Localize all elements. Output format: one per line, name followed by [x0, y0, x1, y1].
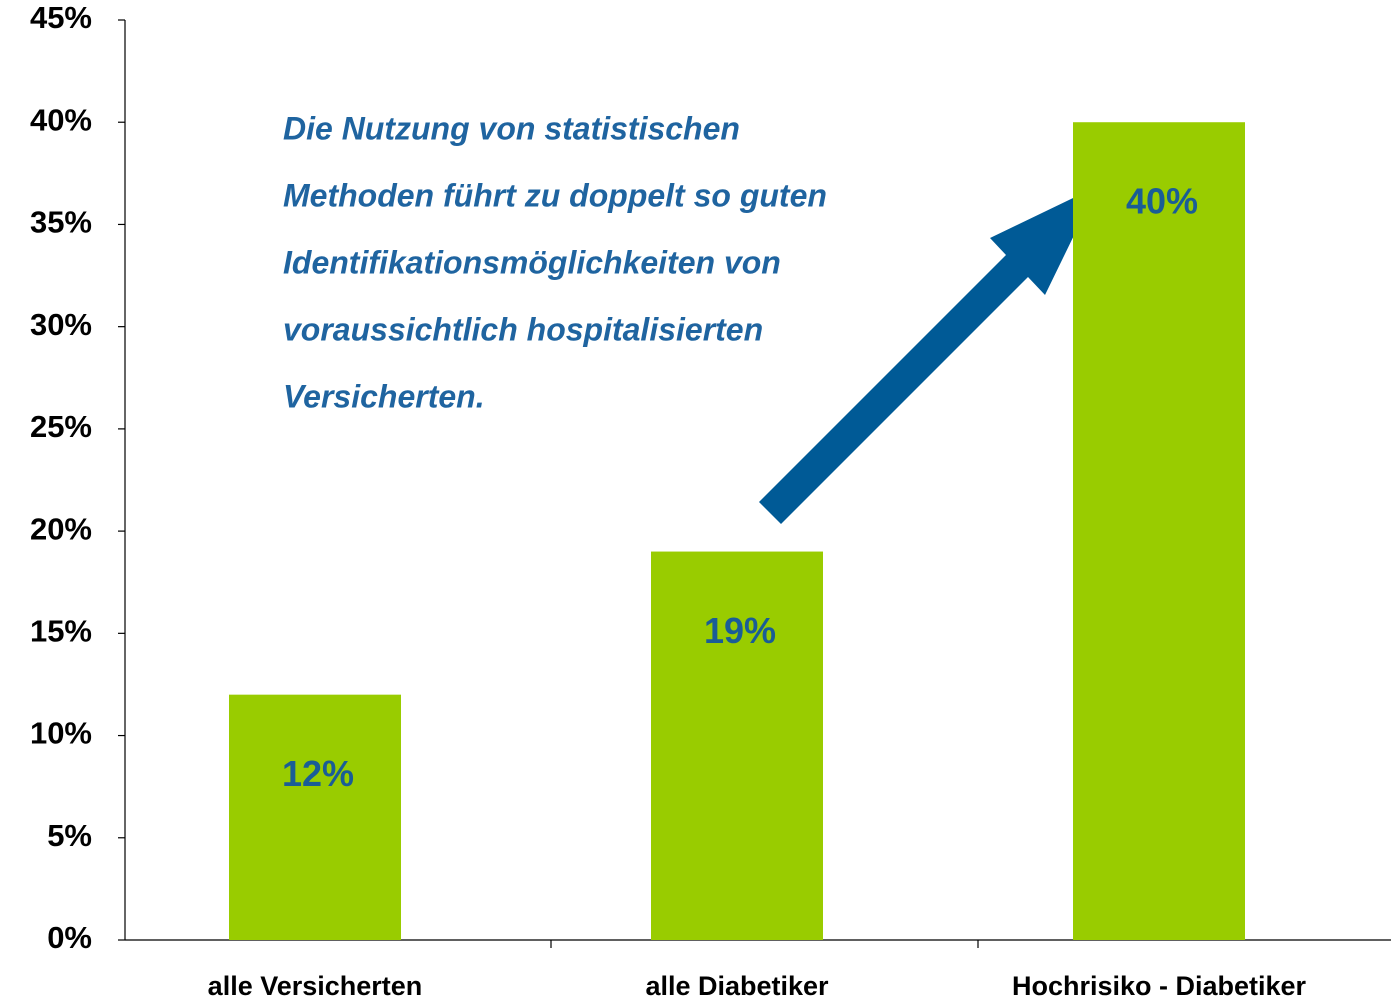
annotation: Die Nutzung von statistischen	[283, 110, 740, 146]
value-label: 40%	[1126, 181, 1198, 222]
y-tick-label: 20%	[30, 511, 92, 546]
annotation: voraussichtlich hospitalisierten	[283, 311, 763, 347]
y-tick-label: 0%	[47, 920, 92, 955]
y-tick-label: 10%	[30, 716, 92, 751]
y-tick-label: 40%	[30, 102, 92, 137]
y-tick-label: 5%	[47, 818, 92, 853]
arrow	[759, 186, 1098, 524]
x-tick-label: Hochrisiko - Diabetiker	[1012, 971, 1307, 1001]
bar	[1073, 122, 1245, 940]
y-tick-label: 30%	[30, 307, 92, 342]
y-tick-label: 15%	[30, 614, 92, 649]
bar	[651, 551, 823, 940]
annotation: Methoden führt zu doppelt so guten	[283, 177, 827, 213]
x-tick-label: alle Versicherten	[208, 971, 423, 1001]
annotation: Versicherten.	[283, 378, 485, 414]
y-tick-label: 45%	[30, 0, 92, 35]
x-tick-label: alle Diabetiker	[645, 971, 829, 1001]
value-label: 19%	[704, 610, 776, 651]
y-tick-label: 25%	[30, 409, 92, 444]
value-label: 12%	[282, 753, 354, 794]
bar	[229, 694, 401, 940]
annotation: Identifikationsmöglichkeiten von	[283, 244, 781, 280]
y-tick-label: 35%	[30, 205, 92, 240]
